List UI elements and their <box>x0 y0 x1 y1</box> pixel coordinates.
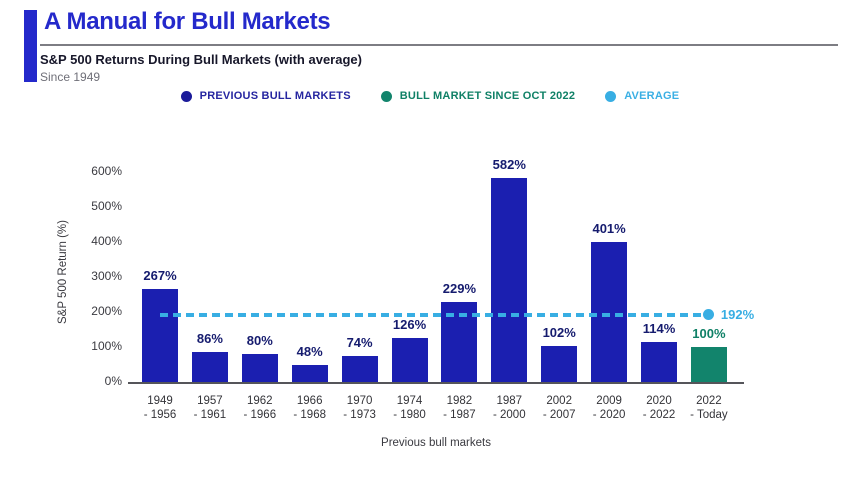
bar-value-label: 582% <box>492 157 526 173</box>
x-tick-label: 1970- 1973 <box>343 395 376 422</box>
average-line <box>160 312 709 317</box>
page-title: A Manual for Bull Markets <box>44 8 331 35</box>
bar-value-label: 102% <box>542 325 576 341</box>
average-value-label: 192% <box>720 306 755 322</box>
title-accent-bar <box>24 10 37 82</box>
bar-previous-bull-market <box>541 346 578 382</box>
bar-value-label: 74% <box>346 335 373 351</box>
x-tick-label: 1982- 1987 <box>443 395 476 422</box>
legend-item-2: AVERAGE <box>605 90 679 102</box>
legend-item-0: PREVIOUS BULL MARKETS <box>180 90 351 102</box>
y-tick-label: 300% <box>91 269 122 283</box>
bar-value-label: 114% <box>642 321 676 337</box>
bar-previous-bull-market <box>491 178 528 382</box>
y-tick-label: 200% <box>91 304 122 318</box>
chart-date-range-label: Since 1949 <box>40 70 101 84</box>
y-tick-label: 100% <box>91 339 122 353</box>
bar-value-label: 86% <box>196 330 223 346</box>
bar-value-label: 80% <box>246 333 273 348</box>
bar-previous-bull-market <box>641 342 677 382</box>
x-tick-label: 1966- 1968 <box>293 395 326 422</box>
legend-dot-icon <box>180 90 192 102</box>
average-endpoint-dot <box>703 309 715 321</box>
x-tick-label: 2009- 2020 <box>592 395 626 422</box>
title-divider <box>40 44 838 46</box>
x-tick-label: 1974- 1980 <box>393 395 426 422</box>
bar-previous-bull-market <box>142 288 178 382</box>
bar-value-label: 100% <box>692 326 726 341</box>
x-tick-label: 1949- 1956 <box>143 395 177 422</box>
x-tick-label: 2002- 2007 <box>542 395 576 422</box>
x-tick-label: 1987- 2000 <box>492 395 526 422</box>
legend-dot-icon <box>605 90 617 102</box>
x-tick-label: 1957- 1961 <box>193 395 227 422</box>
bar-value-label: 126% <box>392 316 427 332</box>
y-tick-label: 500% <box>91 199 122 213</box>
legend-item-label: PREVIOUS BULL MARKETS <box>199 90 351 102</box>
chart-subtitle: S&P 500 Returns During Bull Markets (wit… <box>40 52 362 67</box>
chart-legend: PREVIOUS BULL MARKETS BULL MARKET SINCE O… <box>0 90 860 102</box>
x-axis-line <box>128 382 744 384</box>
legend-item-label: BULL MARKET SINCE OCT 2022 <box>399 90 576 102</box>
y-tick-label: 600% <box>91 164 122 178</box>
bar-bull-market-since-oct-2022 <box>690 347 727 382</box>
legend-item-label: AVERAGE <box>624 90 680 102</box>
x-tick-label: 2020- 2022 <box>642 395 676 422</box>
bar-previous-bull-market <box>241 354 278 382</box>
x-tick-label: 2022- Today <box>690 395 728 422</box>
bar-previous-bull-market <box>391 337 428 382</box>
y-tick-label: 400% <box>91 234 122 248</box>
bar-previous-bull-market <box>341 356 378 382</box>
bar-value-label: 48% <box>296 344 323 360</box>
bar-previous-bull-market <box>591 241 628 382</box>
bar-value-label: 229% <box>442 280 477 296</box>
bar-previous-bull-market <box>291 365 328 382</box>
x-tick-label: 1962- 1966 <box>243 395 277 422</box>
y-tick-label: 0% <box>104 374 122 388</box>
x-axis-title: Previous bull markets <box>381 437 491 449</box>
legend-dot-icon <box>380 90 392 102</box>
bar-value-label: 267% <box>143 267 177 283</box>
bar-previous-bull-market <box>191 351 228 382</box>
bar-value-label: 401% <box>592 220 626 236</box>
legend-item-1: BULL MARKET SINCE OCT 2022 <box>380 90 576 102</box>
y-axis-title: S&P 500 Return (%) <box>57 220 69 324</box>
